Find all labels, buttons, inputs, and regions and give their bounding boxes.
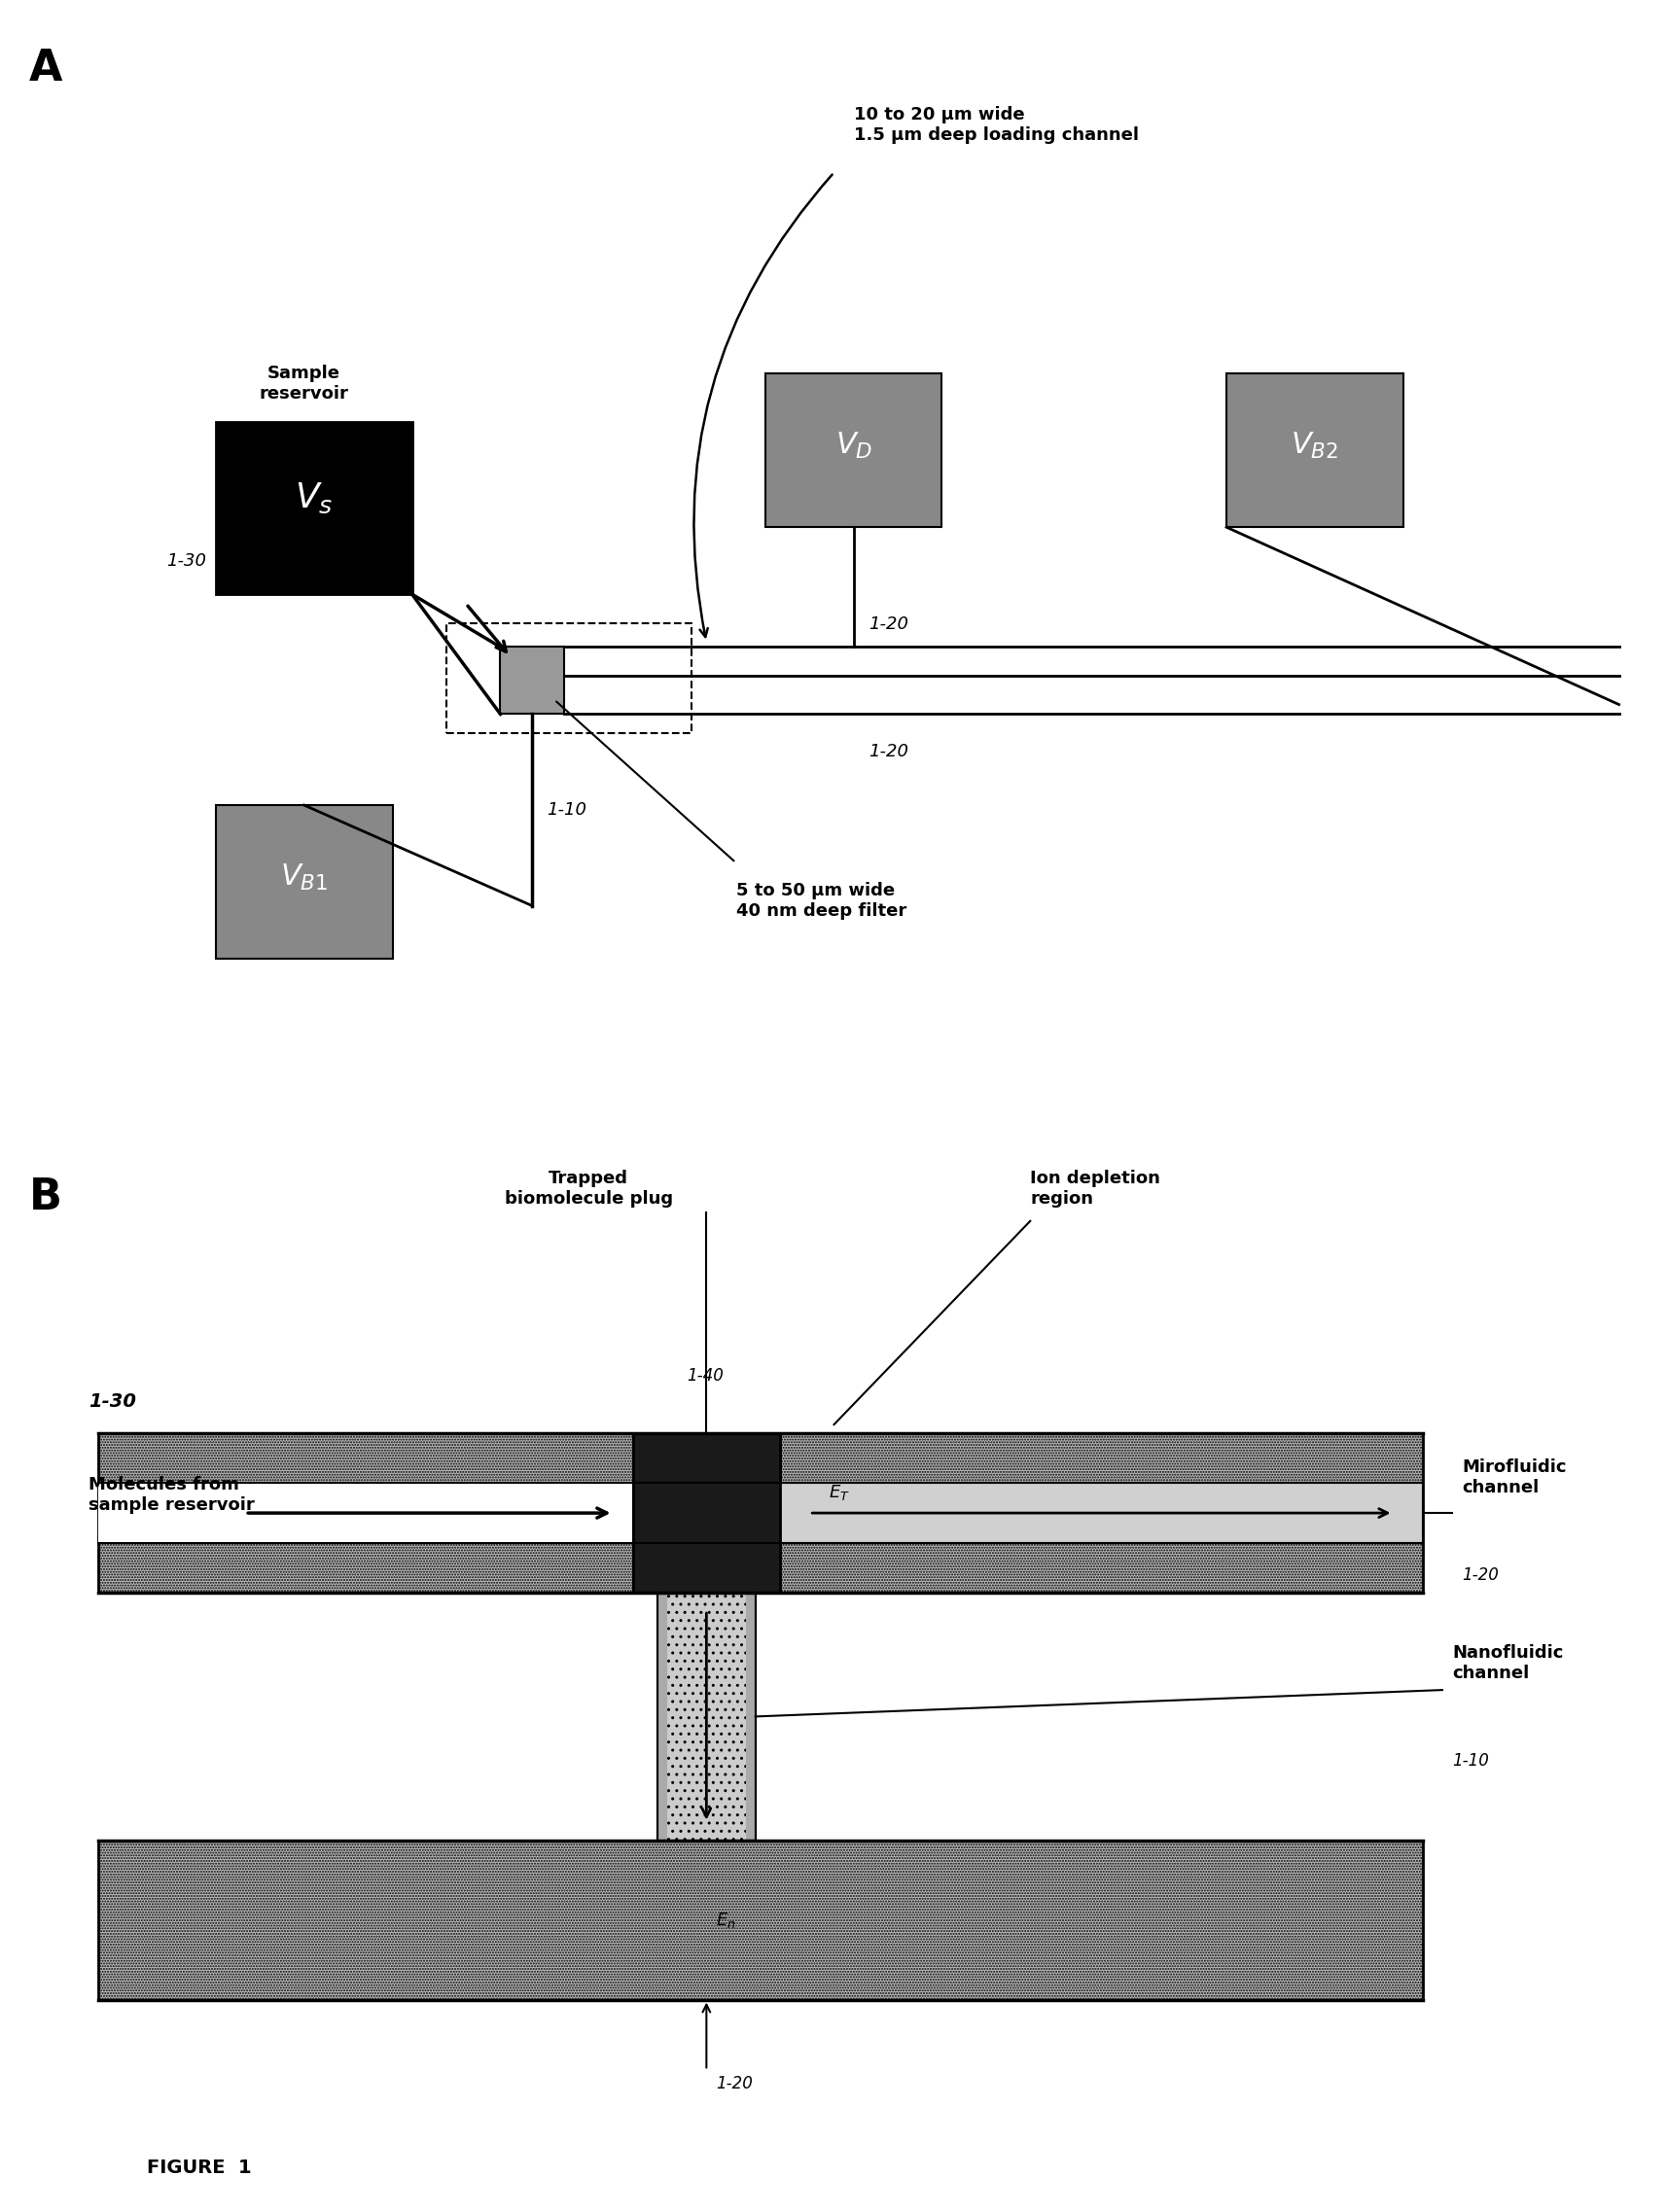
Text: A: A [30,49,63,91]
FancyArrowPatch shape [693,175,832,637]
Text: 1-30: 1-30 [88,1394,137,1411]
Text: B: B [30,1177,62,1219]
Bar [667,1593,745,1840]
Text: Ion depletion
region: Ion depletion region [1030,1170,1160,1208]
Text: 1-30: 1-30 [167,553,207,568]
Text: Mirofluidic
channel: Mirofluidic channel [1460,1458,1565,1498]
Bar [1225,374,1402,526]
Text: 1-10: 1-10 [1452,1752,1489,1770]
Text: 1-20: 1-20 [715,2075,752,2093]
Text: Sample
reservoir: Sample reservoir [260,365,348,403]
Text: 1-40: 1-40 [687,1367,723,1385]
Bar [215,422,412,595]
Bar [98,1840,1422,2000]
Bar [98,1433,1422,1593]
Text: FIGURE  1: FIGURE 1 [147,2159,252,2177]
Bar [657,1593,755,1840]
Text: Nanofluidic
channel: Nanofluidic channel [1452,1644,1562,1683]
Text: 1-20: 1-20 [869,615,907,633]
Text: 1-20: 1-20 [869,743,907,761]
Text: $V_{B1}$: $V_{B1}$ [280,863,328,891]
Bar [765,374,942,526]
Text: $E_T$: $E_T$ [828,1482,850,1502]
Text: 5 to 50 μm wide
40 nm deep filter: 5 to 50 μm wide 40 nm deep filter [735,883,905,920]
Bar [780,1482,1422,1544]
Bar [500,646,563,714]
Bar [632,1433,780,1593]
Text: $V_{B2}$: $V_{B2}$ [1290,431,1339,460]
Bar [447,624,692,734]
Text: $V_s$: $V_s$ [295,482,333,515]
Text: $V_D$: $V_D$ [835,431,872,460]
Bar [215,805,392,958]
Text: 1-10: 1-10 [547,801,587,818]
Text: EOF: EOF [355,580,397,599]
Text: $E_n$: $E_n$ [715,1911,735,1929]
Text: Trapped
biomolecule plug: Trapped biomolecule plug [503,1170,672,1208]
Text: 10 to 20 μm wide
1.5 μm deep loading channel: 10 to 20 μm wide 1.5 μm deep loading cha… [854,106,1139,144]
Text: 1-20: 1-20 [1460,1566,1499,1584]
Bar [98,1482,1422,1544]
Text: Molecules from
sample reservoir: Molecules from sample reservoir [88,1475,255,1515]
